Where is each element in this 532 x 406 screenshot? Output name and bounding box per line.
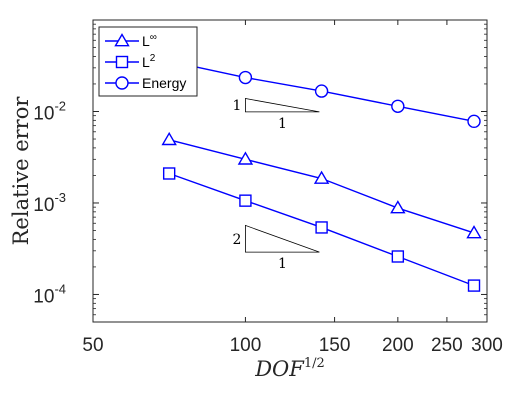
x-tick-label: 50 xyxy=(82,335,103,356)
legend-label-sup: 2 xyxy=(150,53,156,64)
slope-rise-label: 2 xyxy=(232,232,241,248)
axes-frame xyxy=(92,19,488,323)
data-point-square xyxy=(315,221,328,234)
slope-triangle-shape xyxy=(245,98,320,113)
data-point-square xyxy=(239,194,252,207)
legend-label-sup: ∞ xyxy=(150,32,157,43)
slope-triangle-shape xyxy=(245,224,320,253)
legend-item: L2 xyxy=(105,53,156,70)
legend-item: Energy xyxy=(105,75,186,91)
y-tick-label: 10-4 xyxy=(33,281,66,307)
legend-label-main: L xyxy=(142,33,150,49)
y-tick-label: 10-3 xyxy=(33,190,66,216)
series-triangle xyxy=(161,131,482,239)
data-point-square xyxy=(391,250,405,263)
legend-label-main: Energy xyxy=(142,75,186,91)
legend-label: L∞ xyxy=(142,32,157,49)
series-circle xyxy=(162,54,481,129)
slope-rise-label: 1 xyxy=(232,98,241,114)
data-point-square xyxy=(162,167,176,180)
legend-marker-circle xyxy=(115,76,129,90)
slope-run-label: 1 xyxy=(278,256,287,272)
data-point-triangle xyxy=(161,131,177,146)
data-point-square xyxy=(467,279,481,292)
data-point-circle xyxy=(391,99,405,113)
x-axis-title-sup: 1/2 xyxy=(304,356,325,371)
x-tick-label: 200 xyxy=(382,335,414,356)
legend-marker-square xyxy=(115,55,129,69)
y-tick-exponent: -3 xyxy=(54,190,66,205)
data-point-triangle xyxy=(313,170,330,184)
y-tick-base: 10 xyxy=(33,286,54,307)
legend-label-main: L xyxy=(142,54,150,70)
data-point-triangle xyxy=(237,151,254,165)
data-point-circle xyxy=(314,84,329,98)
y-axis-title: Relative error xyxy=(9,96,33,246)
data-point-triangle xyxy=(466,225,482,239)
y-tick-base: 10 xyxy=(33,195,54,216)
x-tick-label: 100 xyxy=(230,335,262,356)
y-tick-label: 10-2 xyxy=(33,98,66,124)
legend-label: L2 xyxy=(142,53,156,70)
slope-triangle: 21 xyxy=(232,224,320,272)
x-axis-title-main: DOF xyxy=(254,357,305,381)
y-tick-base: 10 xyxy=(33,103,54,124)
data-point-triangle xyxy=(390,200,406,214)
y-tick-exponent: -4 xyxy=(54,281,66,296)
x-axis-title: DOF1/2 xyxy=(254,356,325,381)
data-point-circle xyxy=(467,114,481,129)
y-tick-exponent: -2 xyxy=(54,98,66,113)
series-square xyxy=(162,167,481,292)
legend-marker-triangle xyxy=(114,33,130,47)
legend-item: L∞ xyxy=(105,32,157,49)
series-line xyxy=(169,139,475,234)
x-tick-label: 300 xyxy=(471,335,503,356)
x-tick-label: 150 xyxy=(319,335,351,356)
slope-run-label: 1 xyxy=(278,116,287,132)
x-tick-label: 250 xyxy=(431,335,463,356)
slope-triangle: 11 xyxy=(232,98,320,132)
legend-label: Energy xyxy=(142,75,186,91)
data-point-circle xyxy=(238,70,253,85)
